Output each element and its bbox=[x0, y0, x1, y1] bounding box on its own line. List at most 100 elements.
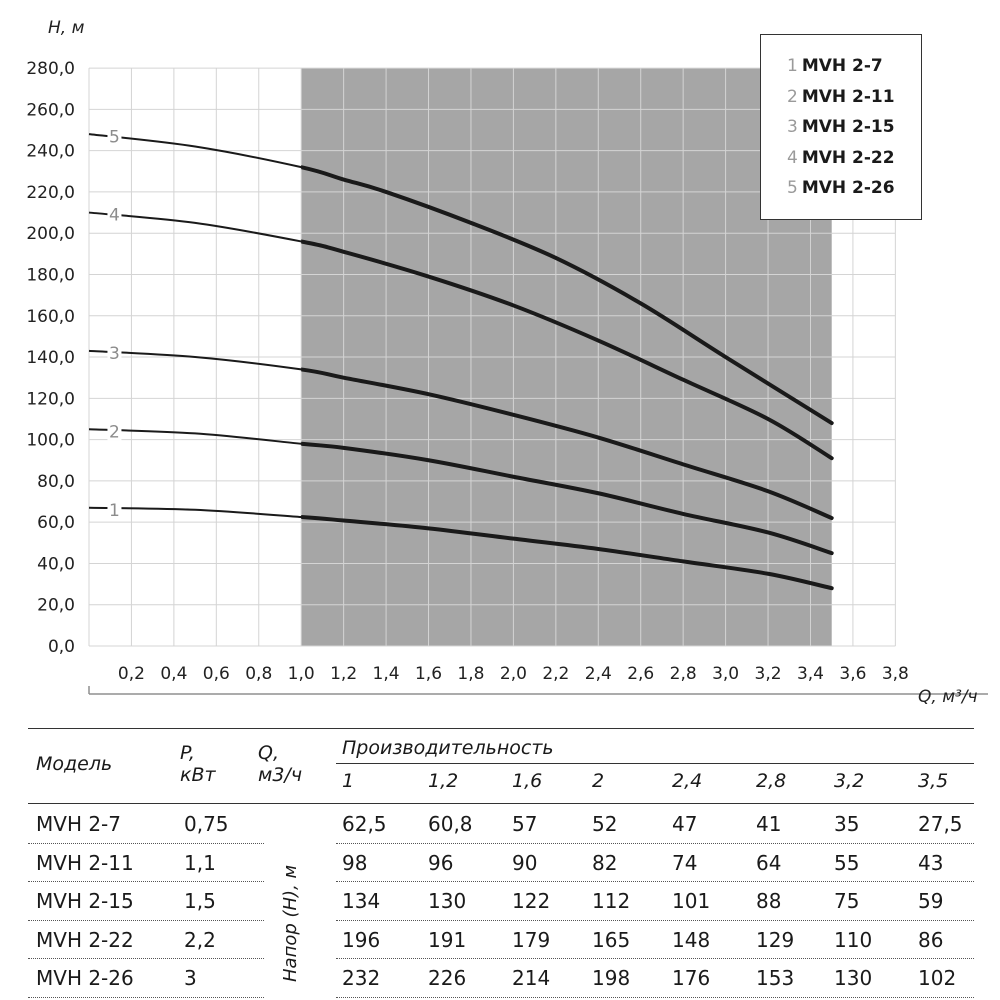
head-value-cell: 60,8 bbox=[428, 812, 473, 837]
row-divider bbox=[28, 842, 264, 844]
head-value-cell: 59 bbox=[918, 889, 944, 914]
y-tick-label: 40,0 bbox=[37, 554, 75, 574]
y-tick-label: 280,0 bbox=[26, 59, 75, 79]
head-value-cell: 101 bbox=[672, 889, 711, 914]
head-value-cell: 148 bbox=[672, 927, 711, 952]
row-divider bbox=[336, 842, 974, 844]
row-divider bbox=[336, 919, 974, 921]
legend-item: 2 MVH 2-11 bbox=[787, 82, 921, 113]
head-value-cell: 226 bbox=[428, 966, 467, 991]
performance-underline bbox=[336, 763, 974, 764]
x-tick-label: 0,2 bbox=[118, 664, 145, 684]
flow-header-cell: 2,8 bbox=[756, 770, 787, 792]
legend-item: 5 MVH 2-26 bbox=[787, 173, 921, 204]
curve-label-5: 5 bbox=[109, 127, 120, 147]
table-rows: MVH 2-7 0,75 62,5 60,8 57 52 47 41 35 27,5 MVH 2-1… bbox=[28, 805, 974, 998]
col-header-flow: Q, м3/ч bbox=[254, 728, 336, 800]
x-tick-label: 1,8 bbox=[457, 664, 484, 684]
y-tick-label: 220,0 bbox=[26, 183, 75, 203]
row-divider bbox=[28, 958, 264, 959]
head-value-cell: 179 bbox=[512, 927, 551, 952]
x-tick-label: 1,0 bbox=[288, 664, 315, 684]
x-tick-label: 1,4 bbox=[373, 664, 400, 684]
head-vertical-label: Напор (Н), м bbox=[280, 864, 301, 982]
power-cell: 1,1 bbox=[184, 850, 216, 875]
x-tick-label: 0,8 bbox=[245, 664, 272, 684]
table-top-border bbox=[28, 728, 974, 729]
curve-1 bbox=[301, 514, 834, 591]
x-tick-label: 2,2 bbox=[542, 664, 569, 684]
power-cell: 1,5 bbox=[184, 889, 216, 914]
curve-label-1: 1 bbox=[109, 501, 120, 521]
x-tick-label: 1,6 bbox=[415, 664, 442, 684]
head-value-cell: 62,5 bbox=[342, 812, 387, 837]
power-cell: 0,75 bbox=[184, 812, 229, 837]
table-row: MVH 2-22 2,2 196 191 179 165 148 129 110 86 bbox=[28, 921, 974, 959]
head-value-cell: 110 bbox=[834, 927, 873, 952]
col-header-performance: Производительность bbox=[342, 737, 554, 759]
head-value-cell: 75 bbox=[834, 889, 860, 914]
table-row: MVH 2-26 3 232 226 214 198 176 153 130 102 bbox=[28, 959, 974, 998]
row-divider bbox=[336, 996, 974, 998]
x-tick-label: 3,2 bbox=[755, 664, 782, 684]
legend-number: 4 bbox=[787, 147, 798, 168]
head-value-cell: 47 bbox=[672, 812, 698, 837]
curve-label-bg bbox=[107, 343, 122, 362]
head-value-cell: 90 bbox=[512, 850, 538, 875]
flow-header-cell: 1,6 bbox=[512, 770, 543, 792]
curve-2 bbox=[301, 441, 834, 556]
head-value-cell: 102 bbox=[918, 966, 957, 991]
col-header-power: P, кВт bbox=[178, 728, 254, 800]
head-value-cell: 52 bbox=[592, 812, 618, 837]
curve-4 bbox=[301, 239, 834, 461]
head-value-cell: 27,5 bbox=[918, 812, 963, 837]
head-value-cell: 130 bbox=[834, 966, 873, 991]
curve-label-bg bbox=[107, 205, 122, 224]
legend-label: MVH 2-11 bbox=[801, 86, 895, 107]
row-divider bbox=[28, 881, 264, 882]
legend-item: 1 MVH 2-7 bbox=[787, 51, 921, 82]
legend-number: 2 bbox=[787, 86, 798, 107]
flow-header-cell: 2,4 bbox=[672, 770, 703, 792]
head-value-cell: 86 bbox=[918, 927, 944, 952]
legend-label: MVH 2-7 bbox=[801, 56, 883, 76]
row-divider bbox=[28, 996, 264, 998]
flow-label: Q, bbox=[258, 742, 279, 764]
head-value-cell: 43 bbox=[918, 850, 944, 875]
legend-label: MVH 2-15 bbox=[801, 117, 895, 137]
head-value-cell: 74 bbox=[672, 850, 698, 875]
curve-label-4: 4 bbox=[109, 206, 120, 226]
legend-item: 4 MVH 2-22 bbox=[787, 143, 921, 174]
model-cell: MVH 2-22 bbox=[36, 927, 134, 952]
curve-label-bg bbox=[107, 500, 122, 519]
legend-label: MVH 2-26 bbox=[801, 178, 895, 198]
curve-number-labels: 1 2 3 4 5 bbox=[107, 127, 122, 521]
curves bbox=[88, 133, 834, 591]
y-tick-labels: 0,0 20,0 40,0 60,0 80,0 100,0 120,0 140,0 160,0 1… bbox=[26, 59, 75, 657]
flow-header-cell: 3,2 bbox=[834, 770, 865, 792]
model-cell: MVH 2-11 bbox=[36, 850, 134, 875]
head-value-cell: 41 bbox=[756, 812, 782, 837]
legend: 1 MVH 2-7 2 MVH 2-11 3 MVH 2-15 4 MVH 2-22 5 MVH … bbox=[760, 34, 922, 220]
power-cell: 3 bbox=[184, 966, 197, 991]
curve-label-2: 2 bbox=[109, 422, 120, 442]
flow-header-cell: 1 bbox=[342, 770, 355, 792]
table-row: MVH 2-11 1,1 98 96 90 82 74 64 55 43 bbox=[28, 844, 974, 882]
head-value-cell: 196 bbox=[342, 927, 381, 952]
y-tick-label: 160,0 bbox=[26, 307, 75, 327]
flow-unit: м3/ч bbox=[258, 764, 303, 786]
x-axis-label: Q, м³/ч bbox=[918, 687, 978, 707]
table-row: MVH 2-15 1,5 134 130 122 112 101 88 75 59 bbox=[28, 882, 974, 921]
head-value-cell: 112 bbox=[592, 889, 631, 914]
col-header-model: Модель bbox=[36, 753, 113, 775]
flow-values-row: 1 1,2 1,6 2 2,4 2,8 3,2 3,5 bbox=[28, 762, 974, 800]
curve-3 bbox=[301, 367, 834, 521]
curve-label-bg bbox=[107, 422, 122, 441]
x-tick-label: 2,0 bbox=[500, 664, 527, 684]
head-value-cell: 98 bbox=[342, 850, 368, 875]
row-divider bbox=[336, 881, 974, 882]
flow-header-cell: 2 bbox=[592, 770, 605, 792]
head-value-cell: 122 bbox=[512, 889, 551, 914]
model-cell: MVH 2-7 bbox=[36, 812, 121, 837]
head-value-cell: 35 bbox=[834, 812, 860, 837]
